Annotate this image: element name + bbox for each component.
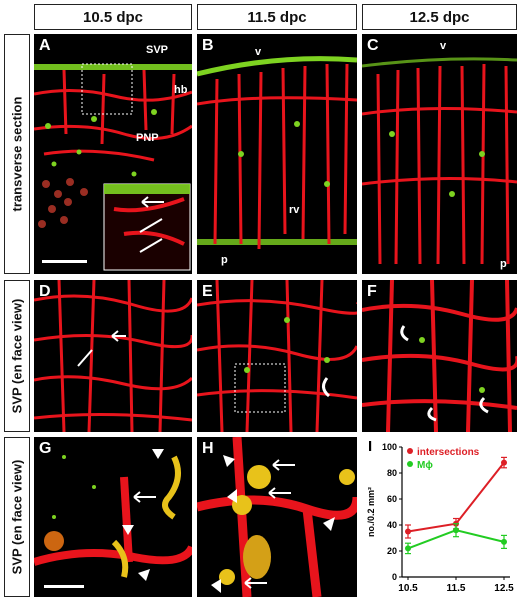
annotation-v: v xyxy=(255,46,262,58)
annotation-hb: hb xyxy=(174,84,188,96)
panel-i-chart: 0 20 40 60 80 100 10.5 11.5 12.5 no./0.2 mm² inter… xyxy=(362,437,517,597)
annotation-rv: rv xyxy=(289,204,300,216)
legend-marker xyxy=(407,461,413,467)
annotation-svp: SVP xyxy=(146,44,169,56)
column-header-12-5: 12.5 dpc xyxy=(362,4,517,30)
x-tick-label: 10.5 xyxy=(398,583,418,594)
column-header-label: 10.5 dpc xyxy=(82,8,144,26)
column-header-label: 12.5 dpc xyxy=(409,8,470,26)
annotation-p: p xyxy=(500,258,507,270)
x-tick-label: 12.5 xyxy=(494,583,514,594)
panel-label: D xyxy=(39,283,51,300)
panel-label: E xyxy=(202,283,213,300)
panel-g-image xyxy=(34,449,192,588)
panel-label: B xyxy=(202,37,214,54)
row-header-svp-1: SVP (en face view) xyxy=(4,280,30,432)
annotation-v: v xyxy=(440,40,447,52)
row-header-label: SVP (en face view) xyxy=(9,459,25,575)
arrow-icon xyxy=(141,196,164,208)
panel-a: A SVP hb PNP xyxy=(34,34,192,274)
column-header-10-5: 10.5 dpc xyxy=(34,4,192,30)
panel-h-image xyxy=(197,437,357,597)
y-axis-label: no./0.2 mm² xyxy=(366,487,376,537)
panel-label: F xyxy=(367,283,377,300)
panel-b-image xyxy=(197,56,357,250)
data-point xyxy=(405,528,411,535)
panel-h: H xyxy=(197,437,357,597)
data-point xyxy=(405,545,411,552)
y-tick-label: 20 xyxy=(387,546,397,556)
column-header-11-5: 11.5 dpc xyxy=(197,4,357,30)
row-header-transverse: transverse section xyxy=(4,34,30,274)
y-tick-label: 40 xyxy=(387,520,397,530)
panel-f-image xyxy=(362,280,517,432)
legend-label: Mϕ xyxy=(417,460,433,471)
panel-label: H xyxy=(202,440,214,457)
scale-bar xyxy=(42,260,87,263)
legend-marker xyxy=(407,448,413,454)
y-tick-label: 80 xyxy=(387,468,397,478)
panel-a-image xyxy=(34,63,192,271)
data-point xyxy=(453,527,459,534)
panel-b: B v rv p xyxy=(197,34,357,274)
panel-label: G xyxy=(39,440,52,457)
y-tick-label: 0 xyxy=(392,572,397,582)
annotation-p: p xyxy=(221,254,228,266)
panel-d-image xyxy=(34,280,192,432)
column-header-label: 11.5 dpc xyxy=(247,8,307,26)
line-chart: 0 20 40 60 80 100 10.5 11.5 12.5 no./0.2 mm² inter… xyxy=(366,438,514,594)
row-header-svp-2: SVP (en face view) xyxy=(4,437,30,597)
panel-e: E xyxy=(197,280,357,432)
legend-label: intersections xyxy=(417,447,480,458)
panel-d: D xyxy=(34,280,192,432)
panel-c: C v p xyxy=(362,34,517,274)
panel-f: F xyxy=(362,280,517,432)
y-tick-label: 100 xyxy=(382,442,397,452)
data-point xyxy=(501,538,507,545)
annotation-pnp: PNP xyxy=(136,132,159,144)
panel-c-image xyxy=(362,57,517,265)
row-header-label: SVP (en face view) xyxy=(9,298,25,414)
data-point xyxy=(501,459,507,466)
panel-e-image xyxy=(197,280,357,432)
panel-label: I xyxy=(368,438,372,455)
row-header-label: transverse section xyxy=(9,96,25,212)
panel-g: G xyxy=(34,437,192,597)
y-tick-label: 60 xyxy=(387,494,397,504)
panel-label: A xyxy=(39,37,51,54)
x-tick-label: 11.5 xyxy=(447,583,466,594)
panel-label: C xyxy=(367,37,379,54)
